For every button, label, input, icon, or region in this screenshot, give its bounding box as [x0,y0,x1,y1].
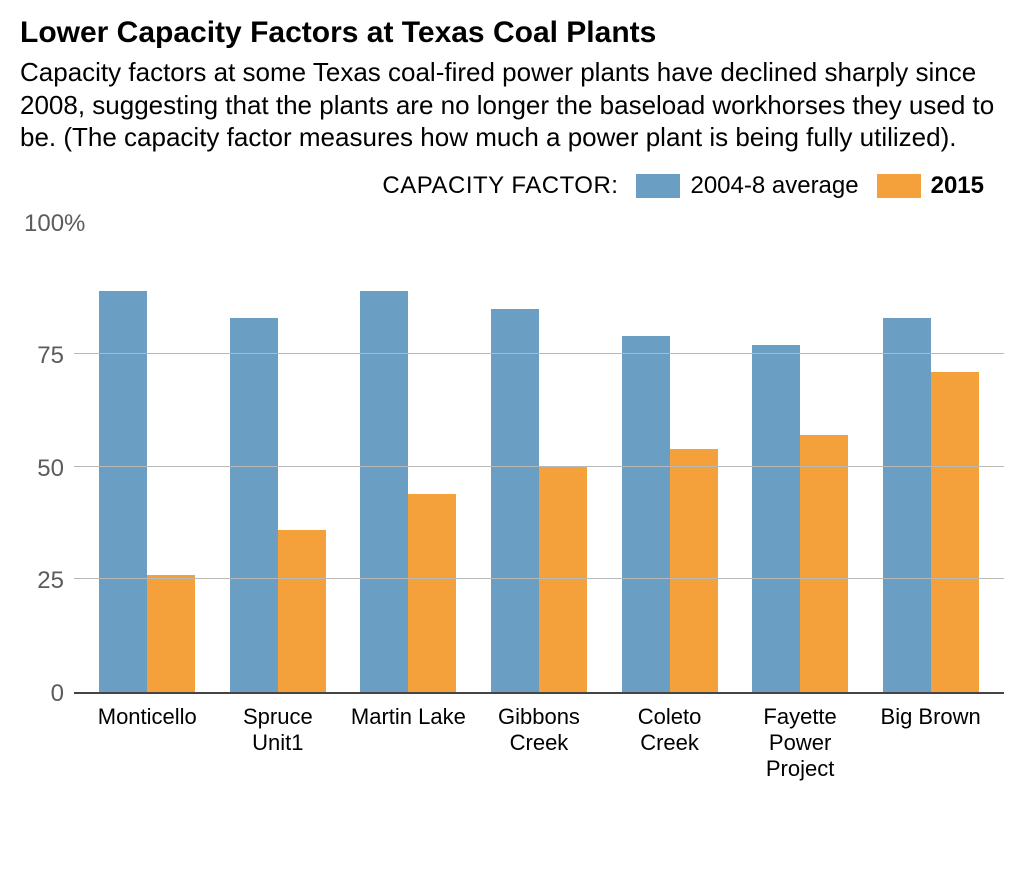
legend-label: CAPACITY FACTOR: [382,172,618,200]
bar-series-b [670,449,718,692]
chart-subtitle: Capacity factors at some Texas coal-fire… [20,56,1004,154]
y-axis: 7550250 [20,244,74,694]
gridline [74,353,1004,354]
bar-series-a [99,291,147,692]
legend: CAPACITY FACTOR: 2004-8 average 2015 [20,172,1004,200]
plot-area [74,244,1004,694]
bar-series-a [883,318,931,692]
bar-series-b [408,494,456,692]
bar-series-a [360,291,408,692]
x-tick-label: Fayette Power Project [742,704,858,783]
legend-text: 2015 [931,172,984,200]
bar-group [220,318,336,692]
x-tick-label: Big Brown [873,704,989,783]
x-tick-label: Martin Lake [350,704,466,783]
bars-container [74,244,1004,692]
bar-series-b [278,530,326,692]
x-tick-label: Coleto Creek [612,704,728,783]
gridline [74,466,1004,467]
legend-swatch [877,174,921,198]
x-tick-label: Spruce Unit1 [220,704,336,783]
x-tick-label: Monticello [89,704,205,783]
legend-item: 2004-8 average [636,172,858,200]
x-tick-label: Gibbons Creek [481,704,597,783]
bar-series-b [539,467,587,692]
y-tick-label: 0 [51,680,64,708]
y-tick-label: 25 [37,567,64,595]
bar-series-a [491,309,539,692]
bar-group [350,291,466,692]
bar-series-b [800,435,848,692]
legend-item: 2015 [877,172,984,200]
chart-title: Lower Capacity Factors at Texas Coal Pla… [20,16,1004,50]
bar-series-a [622,336,670,692]
bar-series-b [147,575,195,692]
legend-text: 2004-8 average [690,172,858,200]
gridline [74,578,1004,579]
bar-group [873,318,989,692]
bar-group [612,336,728,692]
legend-swatch [636,174,680,198]
bar-group [481,309,597,692]
bar-group [742,345,858,692]
y-tick-label: 75 [37,342,64,370]
bar-series-b [931,372,979,692]
bar-group [89,291,205,692]
x-axis: MonticelloSpruce Unit1Martin LakeGibbons… [74,704,1004,783]
y-top-label: 100% [24,210,1004,238]
y-tick-label: 50 [37,455,64,483]
bar-series-a [752,345,800,692]
bar-series-a [230,318,278,692]
